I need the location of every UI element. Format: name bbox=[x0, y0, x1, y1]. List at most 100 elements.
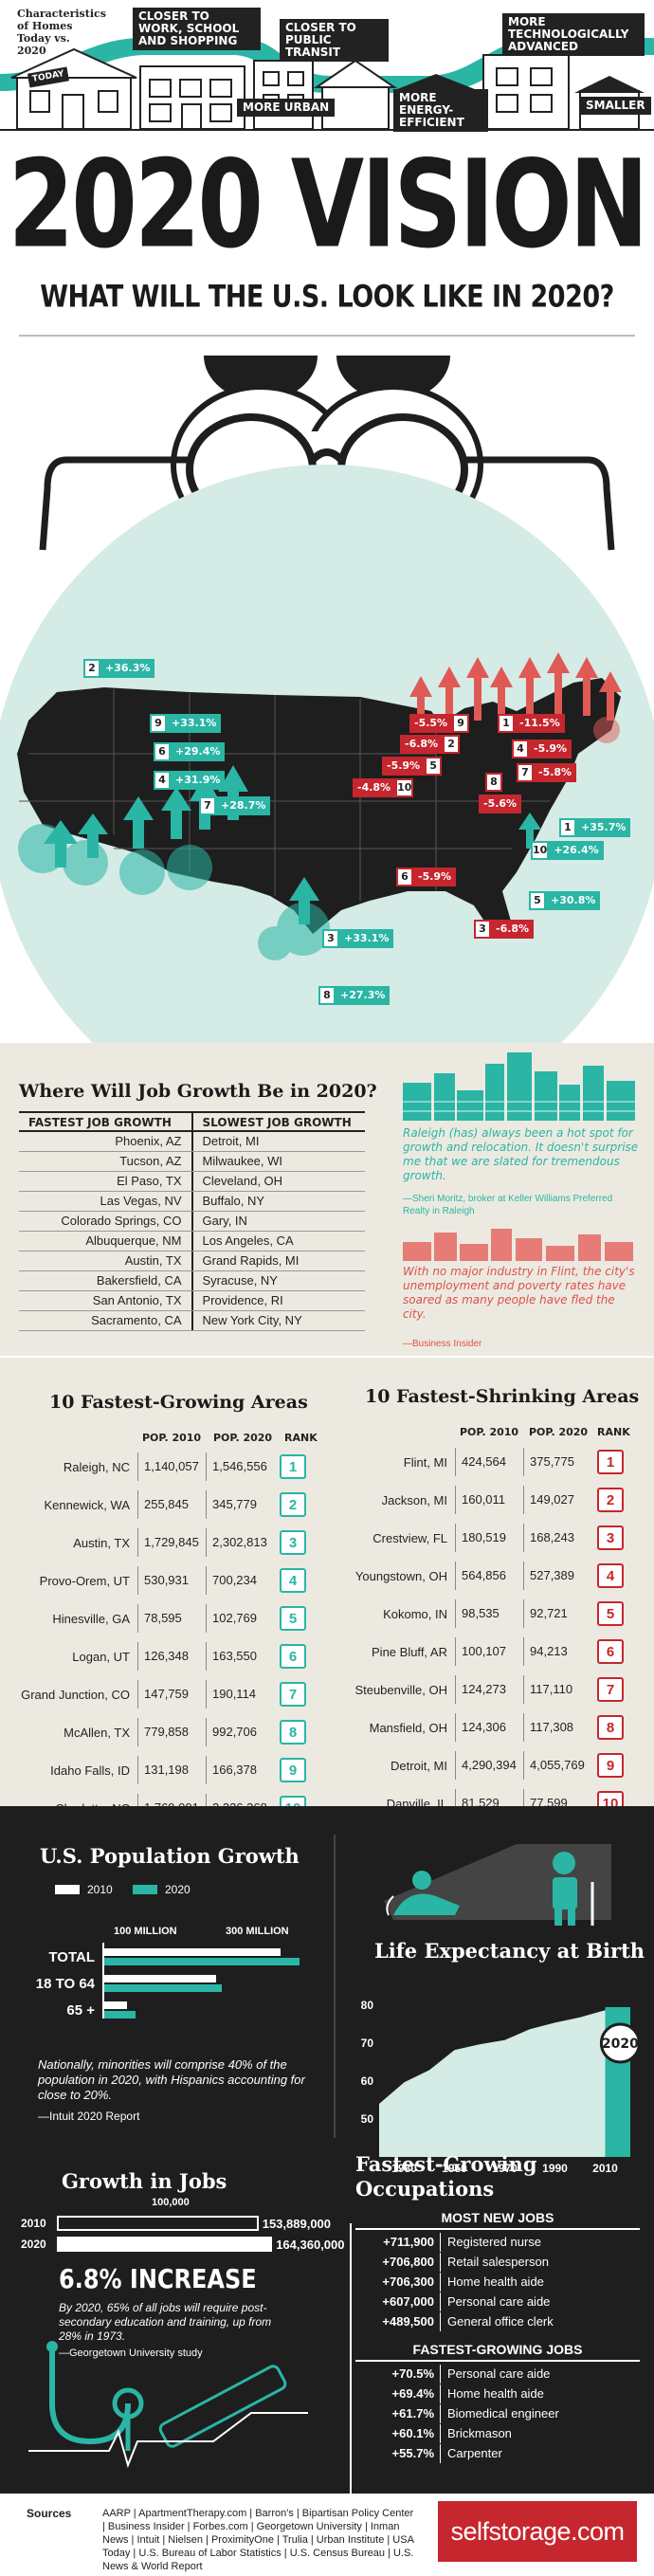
rank-badge: 5 bbox=[597, 1601, 624, 1626]
map-pin-shrink-1: 1 -11.5% bbox=[498, 714, 565, 733]
rank-badge: 8 bbox=[280, 1720, 306, 1745]
title-divider bbox=[19, 335, 635, 337]
map-pin-growth-6: 6 +29.4% bbox=[154, 742, 226, 761]
occupation-job: Retail salesperson bbox=[447, 2255, 549, 2269]
area-pop-2010: 98,535 bbox=[455, 1599, 523, 1628]
area-city: Detroit, MI bbox=[391, 1758, 447, 1773]
map-pin-shrink-4: 4 -5.9% bbox=[512, 740, 572, 758]
legend-2010-label: 2010 bbox=[87, 1883, 113, 1896]
shrinking-area-row: Jackson, MI 160,011 149,027 2 bbox=[322, 1481, 624, 1519]
occupation-job: Carpenter bbox=[447, 2446, 502, 2460]
occupation-divider bbox=[440, 2444, 441, 2463]
occupation-divider bbox=[440, 2365, 441, 2384]
jobs-increase: 6.8% INCREASE bbox=[59, 2263, 257, 2295]
growing-area-row: Provo-Orem, UT 530,931 700,234 4 bbox=[0, 1562, 306, 1599]
rank-badge: 6 bbox=[280, 1644, 306, 1669]
map-pin-shrink-8-value: -5.6% bbox=[479, 795, 522, 813]
pop-bar-2020 bbox=[104, 1958, 300, 1965]
map-pin-shrink-2: -6.8% 2 bbox=[400, 735, 461, 754]
area-pop-2010: 255,845 bbox=[137, 1490, 206, 1519]
occupation-number: +489,500 bbox=[382, 2314, 434, 2329]
header-subtitle: Characteristics of Homes Today vs. 2020 bbox=[17, 8, 106, 57]
dark-divider bbox=[334, 1835, 336, 2138]
occupation-divider bbox=[440, 2384, 441, 2403]
jobs-bar-value: 153,889,000 bbox=[262, 2217, 332, 2231]
area-pop-2010: 78,595 bbox=[137, 1604, 206, 1633]
slowest-city: Gary, IN bbox=[202, 1214, 247, 1228]
area-pop-2020: 117,110 bbox=[523, 1675, 597, 1704]
area-city: Grand Junction, CO bbox=[21, 1687, 130, 1702]
fastest-jobs-title: FASTEST-GROWING JOBS bbox=[355, 2342, 640, 2362]
page-title: 2020 VISION bbox=[8, 142, 649, 276]
occupation-number: +706,800 bbox=[382, 2255, 434, 2269]
map-pin-shrink-3: 3 -6.8% bbox=[474, 920, 535, 939]
area-pop-2010: 1,140,057 bbox=[137, 1452, 206, 1481]
population-note: Nationally, minorities will comprise 40%… bbox=[38, 2057, 305, 2102]
slowest-city: Cleveland, OH bbox=[202, 1174, 283, 1188]
growing-area-row: Logan, UT 126,348 163,550 6 bbox=[0, 1637, 306, 1675]
occupation-number: +69.4% bbox=[391, 2386, 434, 2401]
area-pop-2020: 1,546,556 bbox=[206, 1452, 280, 1481]
rank-badge: 4 bbox=[280, 1568, 306, 1593]
rank-badge: 10 bbox=[280, 1796, 306, 1806]
col-slowest-job-growth: SLOWEST JOB GROWTH bbox=[202, 1116, 352, 1129]
legend-2020-label: 2020 bbox=[165, 1883, 191, 1896]
shrinking-area-row: Crestview, FL 180,519 168,243 3 bbox=[322, 1519, 624, 1557]
job-growth-row: Phoenix, AZ Detroit, MI bbox=[19, 1132, 365, 1152]
area-pop-2010: 124,306 bbox=[455, 1713, 523, 1742]
fastest-city: El Paso, TX bbox=[19, 1172, 193, 1191]
job-growth-row: Austin, TX Grand Rapids, MI bbox=[19, 1251, 365, 1271]
occupation-divider bbox=[440, 2233, 441, 2252]
area-city: Kennewick, WA bbox=[44, 1497, 130, 1512]
shrinking-area-row: Kokomo, IN 98,535 92,721 5 bbox=[322, 1595, 624, 1633]
shrinking-area-row: Flint, MI 424,564 375,775 1 bbox=[322, 1443, 624, 1481]
area-pop-2020: 2,302,813 bbox=[206, 1528, 280, 1557]
legend-2010-swatch bbox=[55, 1885, 80, 1894]
pop-bar-2020 bbox=[104, 2011, 136, 2019]
pop-bar-2010 bbox=[104, 1975, 216, 1982]
statistics-dark-section: U.S. Population Growth 2010 2020 100 MIL… bbox=[0, 1806, 654, 2494]
fastest-city: Austin, TX bbox=[19, 1251, 193, 1270]
shrinking-col-2010: POP. 2010 bbox=[460, 1426, 519, 1438]
sources-label: Sources bbox=[27, 2507, 72, 2520]
rank-badge: 1 bbox=[597, 1450, 624, 1474]
population-note-source: —Intuit 2020 Report bbox=[38, 2110, 140, 2123]
job-growth-section: Where Will Job Growth Be in 2020? FASTES… bbox=[0, 1043, 654, 1356]
area-pop-2020: 168,243 bbox=[523, 1524, 597, 1552]
life-expectancy-area bbox=[379, 2007, 630, 2157]
map-pin-shrink-9: -5.5% 9 bbox=[409, 714, 470, 733]
pop-axis bbox=[102, 1943, 104, 2019]
occupation-number: +60.1% bbox=[391, 2426, 434, 2440]
area-pop-2020: 94,213 bbox=[523, 1637, 597, 1666]
area-city: Hinesville, GA bbox=[52, 1611, 130, 1626]
slowest-city: Buffalo, NY bbox=[202, 1194, 265, 1208]
map-section: 2 +36.3% 9 +33.1% 6 +29.4% 4 +31.9% 7 +28.7% … bbox=[0, 356, 654, 1043]
area-pop-2010: 81,529 bbox=[455, 1789, 523, 1806]
occupation-job: Registered nurse bbox=[447, 2235, 541, 2249]
map-pin-growth-1: 1 +35.7% bbox=[559, 818, 631, 837]
y-tick-label: 70 bbox=[361, 2037, 374, 2050]
selfstorage-logo[interactable]: selfstorage.com bbox=[438, 2501, 637, 2562]
rank-badge: 1 bbox=[280, 1454, 306, 1479]
rank-badge: 7 bbox=[597, 1677, 624, 1702]
slowest-city: Los Angeles, CA bbox=[202, 1233, 294, 1248]
map-pin-growth-10: 10 +26.4% bbox=[531, 841, 604, 860]
area-pop-2020: 345,779 bbox=[206, 1490, 280, 1519]
job-growth-table: Where Will Job Growth Be in 2020? FASTES… bbox=[19, 1081, 377, 1331]
growing-col-2020: POP. 2020 bbox=[213, 1432, 273, 1444]
jobs-tick: 100,000 bbox=[152, 2197, 190, 2208]
map-pin-growth-4: 4 +31.9% bbox=[154, 771, 226, 790]
rank-badge: 4 bbox=[597, 1563, 624, 1588]
occupation-divider bbox=[440, 2312, 441, 2331]
area-city: Flint, MI bbox=[403, 1454, 447, 1470]
y-tick-label: 60 bbox=[361, 2074, 374, 2088]
growing-area-row: Hinesville, GA 78,595 102,769 5 bbox=[0, 1599, 306, 1637]
area-city: Provo-Orem, UT bbox=[39, 1573, 130, 1588]
area-pop-2020: 2,236,368 bbox=[206, 1794, 280, 1806]
fastest-city: Bakersfield, CA bbox=[19, 1271, 193, 1290]
occupation-job: Personal care aide bbox=[447, 2366, 551, 2381]
jobs-note: By 2020, 65% of all jobs will require po… bbox=[59, 2301, 272, 2343]
area-city: Mansfield, OH bbox=[369, 1720, 447, 1735]
shrinking-areas-title: 10 Fastest-Shrinking Areas bbox=[365, 1386, 640, 1407]
occupation-job: General office clerk bbox=[447, 2314, 554, 2329]
